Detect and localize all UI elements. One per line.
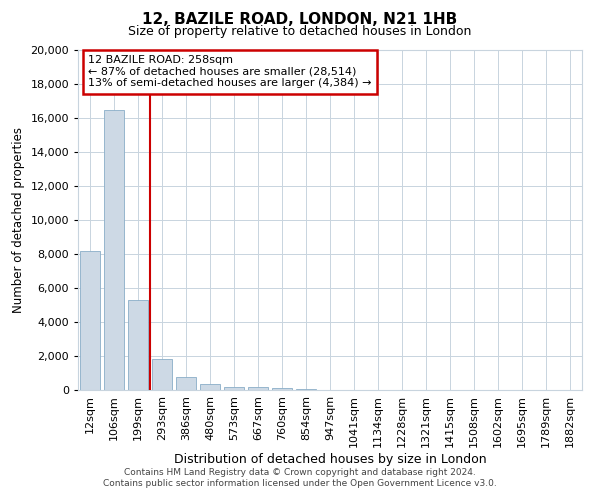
Bar [128, 300, 148, 390]
Text: 12 BAZILE ROAD: 258sqm
← 87% of detached houses are smaller (28,514)
13% of semi: 12 BAZILE ROAD: 258sqm ← 87% of detached… [88, 55, 371, 88]
Y-axis label: Number of detached properties: Number of detached properties [12, 127, 25, 313]
Bar [248, 386, 268, 390]
Bar [80, 250, 100, 390]
Text: Contains HM Land Registry data © Crown copyright and database right 2024.
Contai: Contains HM Land Registry data © Crown c… [103, 468, 497, 487]
Bar [176, 378, 196, 390]
Bar [104, 110, 124, 390]
Bar [200, 384, 220, 390]
Text: 12, BAZILE ROAD, LONDON, N21 1HB: 12, BAZILE ROAD, LONDON, N21 1HB [142, 12, 458, 28]
Bar [296, 389, 316, 390]
Bar [224, 386, 244, 390]
Bar [152, 360, 172, 390]
X-axis label: Distribution of detached houses by size in London: Distribution of detached houses by size … [173, 452, 487, 466]
Bar [272, 388, 292, 390]
Text: Size of property relative to detached houses in London: Size of property relative to detached ho… [128, 25, 472, 38]
